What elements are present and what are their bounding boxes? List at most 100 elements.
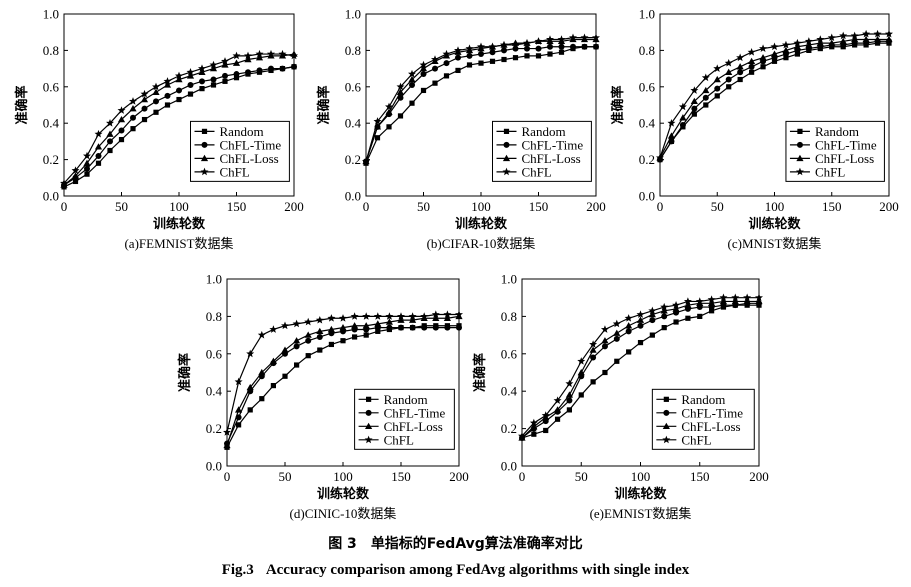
data-point: [748, 63, 755, 70]
legend-swatch-marker: [503, 141, 510, 148]
data-point: [373, 117, 382, 125]
data-point: [210, 76, 217, 83]
legend-label: ChFL-Loss: [384, 419, 443, 434]
data-point: [805, 41, 813, 48]
data-point: [129, 97, 137, 105]
data-point: [624, 314, 633, 322]
data-point: [489, 49, 496, 56]
x-tick-label: 200: [449, 469, 469, 484]
data-point: [72, 178, 79, 185]
data-point: [713, 75, 721, 83]
data-point: [210, 82, 217, 88]
data-point: [279, 65, 286, 72]
data-point: [396, 88, 405, 95]
data-point: [679, 114, 687, 121]
legend-swatch-marker: [796, 154, 804, 162]
data-point: [839, 31, 848, 40]
data-point: [255, 49, 264, 58]
y-axis-label: 准确率: [610, 85, 626, 124]
data-point: [685, 315, 691, 321]
data-point: [305, 337, 312, 344]
data-point: [235, 406, 243, 413]
y-tick-label: 0.2: [43, 152, 59, 167]
y-tick-label: 0.0: [345, 189, 361, 204]
data-point: [678, 102, 687, 111]
x-axis-label: 训练轮数: [614, 486, 667, 502]
data-point: [690, 86, 699, 94]
x-tick-label: 100: [631, 469, 651, 484]
x-tick-label: 0: [363, 199, 370, 214]
data-point: [885, 35, 893, 43]
data-point: [397, 94, 404, 101]
x-tick-label: 200: [586, 199, 606, 214]
data-point: [455, 310, 463, 318]
data-point: [432, 80, 438, 86]
data-point: [408, 75, 416, 83]
panel-subtitle: (c)MNIST数据集: [728, 236, 822, 251]
data-point: [246, 349, 255, 358]
data-point: [648, 310, 656, 318]
x-tick-label: 200: [749, 469, 769, 484]
y-axis-label: 准确率: [316, 85, 332, 124]
data-point: [304, 317, 313, 326]
data-point: [339, 314, 347, 322]
data-point: [759, 54, 767, 61]
data-point: [232, 51, 241, 60]
data-point: [118, 136, 125, 143]
legend-swatch-marker: [797, 128, 803, 134]
legend-label: ChFL-Time: [384, 405, 446, 420]
data-point: [500, 40, 508, 49]
data-point: [152, 88, 160, 95]
series-chfl: [223, 310, 463, 436]
y-tick-label: 0.6: [501, 346, 518, 361]
data-point: [783, 55, 789, 61]
data-point: [305, 353, 311, 359]
legend-swatch-marker: [502, 154, 511, 162]
x-tick-label: 0: [224, 469, 231, 484]
data-point: [703, 102, 709, 108]
data-point: [398, 324, 404, 331]
data-point: [130, 114, 136, 121]
x-tick-label: 150: [822, 199, 842, 214]
y-tick-label: 0.6: [43, 79, 60, 94]
legend-label: Random: [681, 392, 725, 407]
data-point: [466, 52, 473, 59]
data-point: [839, 37, 847, 44]
data-point: [233, 71, 240, 78]
data-point: [566, 407, 572, 413]
data-point: [187, 81, 194, 88]
y-tick-label: 0.0: [43, 189, 59, 204]
data-point: [84, 171, 90, 177]
y-tick-label: 1.0: [43, 7, 59, 22]
y-tick-label: 0.4: [501, 384, 518, 399]
x-tick-label: 0: [657, 199, 664, 214]
data-point: [199, 78, 205, 85]
data-point: [269, 357, 277, 364]
series-chfl: [60, 49, 298, 187]
legend-label: ChFL-Time: [522, 137, 584, 152]
data-point: [255, 54, 264, 61]
data-point: [141, 105, 148, 112]
data-point: [269, 325, 278, 333]
data-point: [234, 377, 243, 386]
legend-swatch-marker: [201, 128, 208, 134]
legend-label: ChFL-Time: [815, 137, 877, 152]
data-point: [731, 297, 739, 305]
data-point: [164, 92, 171, 99]
data-point: [443, 60, 450, 67]
data-point: [613, 335, 620, 342]
legend-swatch-marker: [364, 435, 373, 444]
legend-swatch-marker: [200, 154, 209, 162]
data-point: [198, 68, 206, 75]
legend-swatch-marker: [365, 422, 373, 430]
chart-panel-2: 0.0 0.2 0.4 0.6 0.8 1.0 0 50 100 150 200 训练轮数 准确率 (b)…: [316, 7, 606, 252]
data-point: [443, 314, 451, 321]
legend-swatch-marker: [662, 435, 671, 444]
data-point: [501, 56, 507, 63]
data-point: [724, 58, 733, 67]
y-tick-label: 0.6: [345, 79, 362, 94]
data-point: [679, 122, 686, 129]
data-point: [107, 147, 113, 154]
data-point: [83, 151, 91, 160]
